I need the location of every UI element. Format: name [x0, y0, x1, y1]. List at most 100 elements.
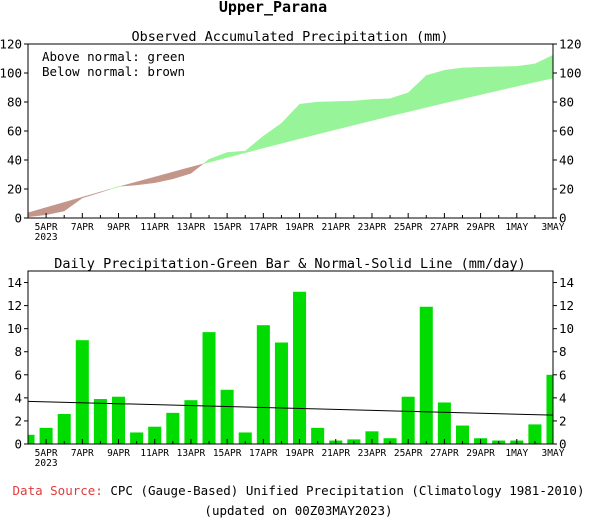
- accumulated-fill-segment: [281, 103, 300, 144]
- accumulated-fill-segment: [190, 163, 204, 174]
- x-tick-label: 3MAY: [542, 222, 565, 233]
- daily-bar: [256, 325, 270, 444]
- daily-bar: [39, 427, 53, 444]
- x-tick-label: 13APR: [177, 448, 206, 459]
- daily-bar: [57, 414, 71, 444]
- x-tick-label: 17APR: [249, 222, 278, 233]
- daily-bar: [93, 399, 107, 444]
- data-source-line: Data Source: CPC (Gauge-Based) Unified P…: [0, 483, 597, 498]
- x-tick-label: 9APR: [107, 448, 130, 459]
- daily-bar: [401, 396, 415, 444]
- x-tick-label: 21APR: [321, 222, 350, 233]
- daily-bar: [130, 432, 144, 444]
- y-tick-label: 80: [7, 95, 22, 110]
- y-tick-label: 0: [559, 211, 567, 226]
- accumulated-fill-segment: [444, 67, 463, 104]
- daily-bar: [293, 291, 307, 444]
- x-tick-label: 19APR: [285, 222, 314, 233]
- x-year-label: 2023: [35, 232, 58, 243]
- y-tick-label: 8: [14, 344, 22, 359]
- accumulated-fill-segment: [27, 207, 47, 218]
- x-tick-label: 23APR: [358, 222, 387, 233]
- y-tick-label: 10: [7, 321, 22, 336]
- daily-bar: [528, 424, 542, 444]
- legend-above-normal: Above normal: green: [42, 49, 185, 64]
- y-tick-label: 4: [14, 390, 22, 405]
- daily-precipitation-chart: Daily Precipitation-Green Bar & Normal-S…: [7, 256, 574, 469]
- daily-bar: [148, 426, 162, 444]
- y-tick-label: 0: [14, 437, 22, 452]
- daily-bar: [184, 400, 198, 444]
- accumulated-fill-segment: [202, 158, 210, 165]
- accumulated-fill-segment: [516, 63, 536, 87]
- y-tick-label: 2: [559, 413, 567, 428]
- x-tick-label: 27APR: [430, 448, 459, 459]
- updated-line: (updated on 00Z03MAY2023): [0, 503, 597, 518]
- accumulated-fill-segment: [498, 66, 517, 91]
- y-tick-label: 40: [7, 153, 22, 168]
- daily-axes: 0 0 2 2 4 4 6 6 8 8 10 10 12 12 14 14 5APR 7APR 9APR 11APR 1…: [7, 275, 574, 469]
- y-tick-label: 6: [559, 367, 567, 382]
- accumulated-fill-segment: [45, 202, 65, 216]
- x-year-label: 2023: [35, 458, 58, 469]
- accumulated-fill-segment: [371, 98, 391, 121]
- accumulated-fill-segment: [136, 176, 155, 186]
- y-tick-label: 20: [559, 182, 574, 197]
- y-tick-label: 12: [559, 298, 574, 313]
- accumulated-fill-segment: [82, 191, 101, 199]
- x-tick-label: 7APR: [71, 448, 94, 459]
- accumulated-fill-segment: [317, 101, 336, 135]
- accumulated-fill-segment: [154, 171, 174, 184]
- x-tick-label: 29APR: [466, 448, 495, 459]
- daily-bar: [75, 340, 89, 444]
- daily-bar: [419, 306, 433, 444]
- daily-bar: [238, 432, 252, 444]
- daily-bar: [546, 374, 553, 444]
- accumulated-fill-segment: [407, 75, 427, 112]
- data-source-text: CPC (Gauge-Based) Unified Precipitation …: [102, 483, 585, 498]
- x-tick-label: 25APR: [394, 448, 423, 459]
- y-tick-label: 6: [14, 367, 22, 382]
- data-source-label: Data Source:: [12, 483, 103, 498]
- accumulated-fill-segment: [100, 189, 110, 193]
- x-tick-label: 23APR: [358, 448, 387, 459]
- y-tick-label: 40: [559, 153, 574, 168]
- x-tick-label: 13APR: [177, 222, 206, 233]
- daily-bar: [28, 434, 35, 444]
- accumulated-axes: 0 0 20 20 40 40 60 60 80 80 100 100 120 120 5APR 7APR 9A…: [0, 37, 582, 244]
- daily-plot-frame: [27, 270, 554, 445]
- daily-bar: [365, 431, 379, 444]
- x-tick-label: 21APR: [321, 448, 350, 459]
- y-tick-label: 2: [14, 413, 22, 428]
- x-tick-label: 11APR: [140, 222, 169, 233]
- x-tick-label: 17APR: [249, 448, 278, 459]
- y-tick-label: 10: [559, 321, 574, 336]
- daily-bar: [202, 332, 216, 444]
- y-tick-label: 120: [0, 37, 22, 52]
- y-tick-label: 120: [559, 37, 582, 52]
- accumulated-fill-segment: [118, 186, 121, 188]
- y-tick-label: 14: [7, 275, 22, 290]
- accumulated-fill-segment: [335, 100, 355, 130]
- x-tick-label: 1MAY: [505, 448, 528, 459]
- legend-below-normal: Below normal: brown: [42, 64, 185, 79]
- daily-bars: [28, 291, 553, 444]
- daily-bar: [220, 389, 234, 444]
- accumulated-fill-segment: [109, 186, 119, 190]
- accumulated-fill-segment: [245, 135, 264, 154]
- y-tick-label: 14: [559, 275, 574, 290]
- accumulated-fill-segment: [120, 181, 137, 187]
- daily-normal-line: [27, 400, 554, 416]
- accumulated-fill-segment: [426, 69, 445, 108]
- x-tick-label: 15APR: [213, 448, 242, 459]
- x-tick-label: 9APR: [107, 222, 130, 233]
- x-tick-label: 7APR: [71, 222, 94, 233]
- x-tick-label: 5APR: [35, 222, 58, 233]
- x-tick-label: 25APR: [394, 222, 423, 233]
- y-tick-label: 60: [559, 124, 574, 139]
- accumulated-fill-segment: [263, 122, 282, 149]
- y-tick-label: 8: [559, 344, 567, 359]
- x-tick-label: 3MAY: [542, 448, 565, 459]
- accumulated-fill-segment: [480, 66, 499, 95]
